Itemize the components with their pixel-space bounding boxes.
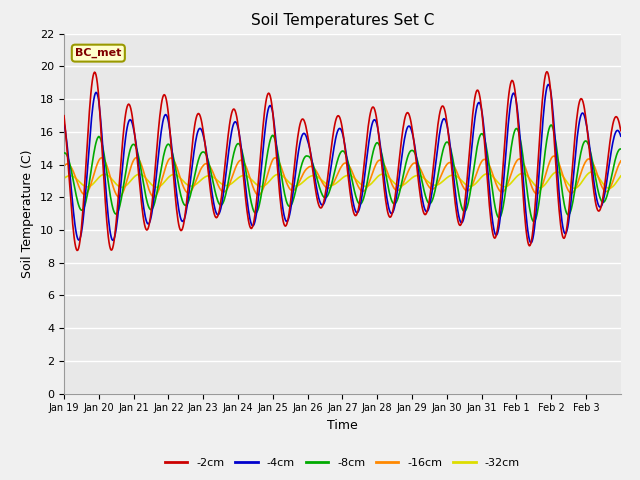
Legend: -2cm, -4cm, -8cm, -16cm, -32cm: -2cm, -4cm, -8cm, -16cm, -32cm [161, 453, 524, 472]
Title: Soil Temperatures Set C: Soil Temperatures Set C [251, 13, 434, 28]
Y-axis label: Soil Temperature (C): Soil Temperature (C) [22, 149, 35, 278]
X-axis label: Time: Time [327, 419, 358, 432]
Text: BC_met: BC_met [75, 48, 122, 58]
